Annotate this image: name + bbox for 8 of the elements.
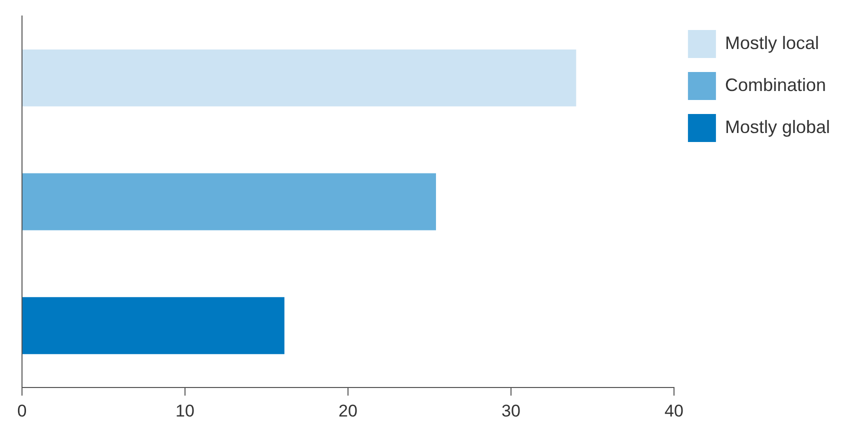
- legend-label: Mostly global: [724, 116, 830, 137]
- x-tick-label: 20: [338, 401, 358, 420]
- x-tick-label: 40: [664, 401, 684, 420]
- legend-label: Combination: [724, 74, 826, 95]
- x-tick-label: 0: [17, 401, 27, 420]
- legend-label: Mostly local: [724, 32, 819, 53]
- x-tick-label: 10: [176, 401, 194, 420]
- x-tick-label: 30: [502, 401, 520, 420]
